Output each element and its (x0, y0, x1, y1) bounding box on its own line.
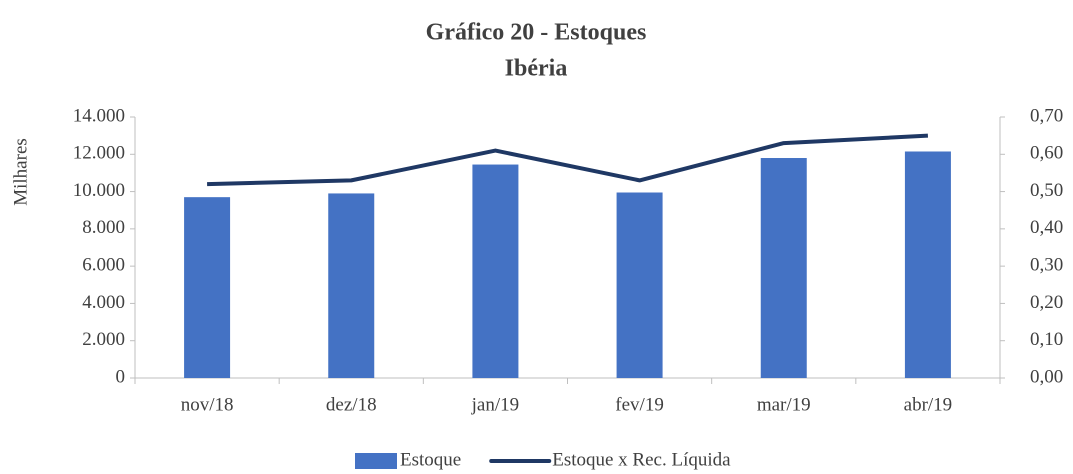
x-tick-label: dez/18 (326, 394, 377, 415)
y-tick-label: 0 (116, 366, 126, 387)
y2-tick-label: 0,60 (1030, 143, 1063, 164)
chart-title: Gráfico 20 - Estoques (426, 20, 647, 46)
x-tick-label: mar/19 (757, 394, 811, 415)
y2-tick-label: 0,10 (1030, 329, 1063, 350)
chart-subtitle: Ibéria (505, 56, 568, 82)
legend-label: Estoque x Rec. Líquida (552, 449, 731, 470)
y2-tick-label: 0,70 (1030, 105, 1063, 126)
bar (328, 193, 375, 378)
y-tick-label: 10.000 (73, 180, 125, 201)
x-tick-label: abr/19 (904, 394, 953, 415)
y2-tick-label: 0,50 (1030, 180, 1063, 201)
y2-tick-label: 0,30 (1030, 255, 1063, 276)
legend-label: Estoque (400, 449, 461, 470)
y-tick-label: 6.000 (82, 255, 125, 276)
y2-tick-label: 0,40 (1030, 217, 1063, 238)
y-tick-label: 8.000 (82, 217, 125, 238)
line (207, 133, 929, 187)
y2-tick-label: 0,20 (1030, 292, 1063, 313)
bar (904, 151, 951, 378)
bar (760, 158, 807, 378)
y-tick-label: 2.000 (82, 329, 125, 350)
legend-swatch (355, 453, 397, 469)
x-tick-label: fev/19 (615, 394, 664, 415)
x-tick-label: jan/19 (471, 394, 520, 415)
y-axis-label: Milhares (10, 138, 31, 206)
x-tick-label: nov/18 (181, 394, 234, 415)
bar (472, 164, 519, 378)
y-tick-label: 4.000 (82, 292, 125, 313)
y-tick-label: 12.000 (73, 143, 125, 164)
bar (184, 197, 231, 378)
bar (616, 192, 663, 378)
y-tick-label: 14.000 (73, 105, 125, 126)
y2-tick-label: 0,00 (1030, 366, 1063, 387)
